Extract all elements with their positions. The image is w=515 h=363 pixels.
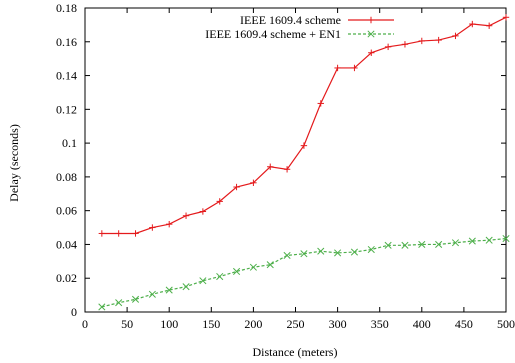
data-point — [401, 241, 409, 249]
legend-label: IEEE 1609.4 scheme — [240, 13, 341, 27]
x-tick-label: 400 — [413, 317, 431, 331]
data-point — [266, 261, 274, 269]
x-tick-label: 250 — [287, 317, 305, 331]
y-tick-label: 0.18 — [56, 1, 77, 15]
series-2 — [98, 234, 510, 311]
data-point — [300, 250, 308, 258]
data-point — [367, 30, 375, 38]
data-point — [233, 267, 241, 276]
data-point — [418, 240, 426, 248]
y-tick-label: 0.14 — [56, 69, 77, 83]
data-point — [334, 249, 342, 257]
y-tick-label: 0.12 — [56, 102, 77, 116]
y-tick-label: 0.16 — [56, 35, 77, 49]
data-point — [435, 240, 443, 248]
chart-axes: 0 50 100 150 200 250 300 350 400 450 500 0 0.02 0.04 0… — [56, 1, 515, 331]
data-point — [131, 295, 140, 303]
x-tick-label: 300 — [329, 317, 347, 331]
y-tick-label: 0.02 — [56, 271, 77, 285]
y-tick-label: 0.04 — [56, 237, 77, 251]
y-tick-label: 0.08 — [56, 170, 77, 184]
y-tick-label: 0.06 — [56, 204, 77, 218]
data-point — [350, 248, 358, 256]
legend-entry: IEEE 1609.4 scheme + EN1 — [205, 27, 394, 41]
x-tick-label: 500 — [497, 317, 515, 331]
chart-series — [98, 14, 510, 311]
x-tick-label: 150 — [202, 317, 220, 331]
data-point — [283, 251, 291, 259]
y-tick-label: 0.1 — [62, 136, 77, 150]
x-tick-label: 50 — [121, 317, 133, 331]
data-point — [451, 239, 460, 247]
data-point — [148, 290, 156, 298]
data-point — [485, 236, 493, 244]
x-tick-label: 0 — [82, 317, 88, 331]
x-axis-title: Distance (meters) — [253, 345, 338, 359]
data-point — [165, 286, 173, 294]
data-point — [216, 272, 224, 281]
data-point — [317, 247, 325, 255]
x-tick-label: 450 — [455, 317, 473, 331]
data-point — [115, 299, 123, 307]
legend-entry: IEEE 1609.4 scheme — [240, 13, 394, 27]
legend-label: IEEE 1609.4 scheme + EN1 — [205, 27, 341, 41]
data-point — [199, 277, 207, 285]
data-point — [502, 234, 510, 243]
data-point — [182, 283, 190, 291]
x-tick-label: 350 — [371, 317, 389, 331]
data-point — [384, 241, 392, 249]
x-tick-label: 200 — [244, 317, 262, 331]
series-line — [101, 237, 507, 308]
series-line — [101, 16, 507, 235]
data-point — [98, 303, 106, 311]
data-point — [367, 245, 375, 254]
y-axis-title: Delay (seconds) — [7, 124, 21, 202]
data-point — [249, 263, 257, 271]
data-point — [468, 237, 476, 245]
y-tick-label: 0 — [71, 305, 77, 319]
series-1 — [98, 14, 510, 237]
x-tick-label: 100 — [160, 317, 178, 331]
plot-frame — [84, 7, 507, 313]
